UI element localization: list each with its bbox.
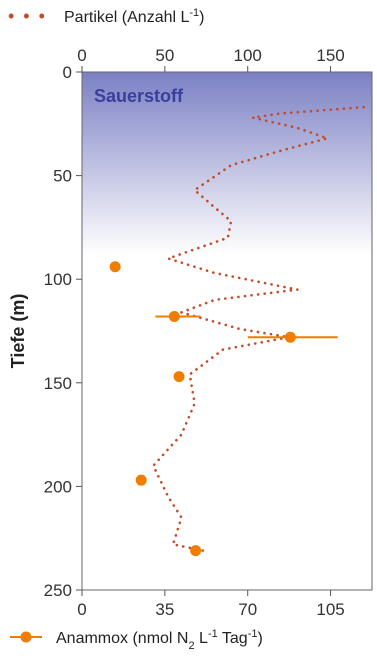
left-tick-label: 150 bbox=[44, 374, 72, 393]
bottom-tick-label: 0 bbox=[77, 600, 86, 619]
left-tick-label: 250 bbox=[44, 581, 72, 600]
legend-top-marker: • • • bbox=[8, 6, 47, 26]
left-axis: 0 50 100 150 200 250 bbox=[44, 63, 82, 600]
oxygen-label: Sauerstoff bbox=[94, 86, 184, 106]
left-tick-label: 50 bbox=[53, 167, 72, 186]
y-axis-title: Tiefe (m) bbox=[8, 294, 28, 369]
anammox-point bbox=[190, 545, 202, 557]
particle-line bbox=[152, 105, 366, 552]
bottom-tick-label: 105 bbox=[316, 600, 344, 619]
particle-series bbox=[152, 105, 366, 552]
legend-bottom: Anammox (nmol N2 L-1 Tag-1) bbox=[10, 628, 263, 652]
bottom-tick-label: 35 bbox=[155, 600, 174, 619]
left-tick-label: 200 bbox=[44, 477, 72, 496]
top-axis: 0 50 100 150 bbox=[77, 46, 345, 72]
top-tick-label: 150 bbox=[316, 46, 344, 65]
bottom-tick-label: 70 bbox=[238, 600, 257, 619]
top-tick-label: 100 bbox=[234, 46, 262, 65]
bottom-axis: 0 35 70 105 bbox=[77, 590, 345, 619]
top-tick-label: 50 bbox=[155, 46, 174, 65]
anammox-point bbox=[284, 331, 296, 343]
anammox-point bbox=[168, 310, 180, 322]
legend-bottom-marker bbox=[20, 631, 32, 643]
oxygen-band bbox=[82, 72, 372, 255]
anammox-series bbox=[109, 261, 338, 557]
legend-top-label: Partikel (Anzahl L-1) bbox=[64, 7, 205, 26]
top-tick-label: 0 bbox=[77, 46, 86, 65]
anammox-point bbox=[173, 371, 185, 383]
anammox-point bbox=[135, 474, 147, 486]
legend-bottom-label: Anammox (nmol N2 L-1 Tag-1) bbox=[56, 628, 263, 652]
plot-frame bbox=[81, 71, 373, 591]
left-tick-label: 100 bbox=[44, 270, 72, 289]
anammox-point bbox=[109, 261, 121, 273]
left-tick-label: 0 bbox=[63, 63, 72, 82]
legend-top: • • • Partikel (Anzahl L-1) bbox=[8, 6, 205, 26]
